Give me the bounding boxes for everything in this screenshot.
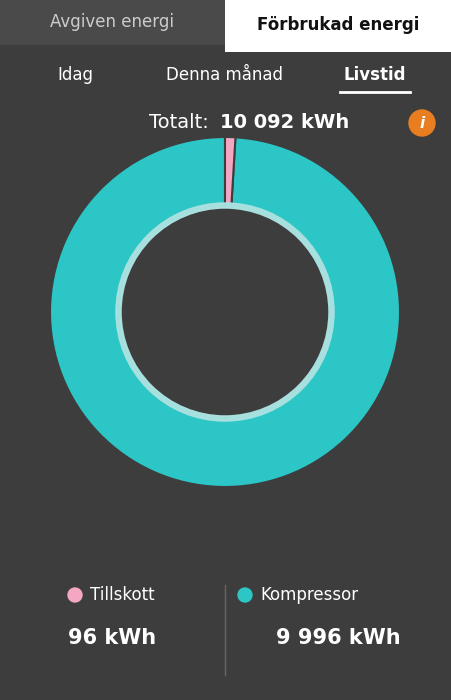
Text: Avgiven energi: Avgiven energi <box>50 13 174 31</box>
FancyBboxPatch shape <box>0 0 225 45</box>
Text: Livstid: Livstid <box>344 66 406 84</box>
FancyBboxPatch shape <box>225 0 451 52</box>
Circle shape <box>238 588 252 602</box>
Text: Kompressor: Kompressor <box>260 586 358 604</box>
Text: i: i <box>419 116 425 130</box>
Text: 96 kWh: 96 kWh <box>68 628 156 648</box>
Text: Idag: Idag <box>57 66 93 84</box>
Circle shape <box>409 110 435 136</box>
Text: Denna månad: Denna månad <box>166 66 284 84</box>
Wedge shape <box>225 137 235 207</box>
Text: Förbrukad energi: Förbrukad energi <box>257 16 419 34</box>
Text: 9 996 kWh: 9 996 kWh <box>276 628 400 648</box>
Text: 99 %: 99 % <box>197 372 253 392</box>
Circle shape <box>68 588 82 602</box>
Text: Totalt:: Totalt: <box>149 113 215 132</box>
Circle shape <box>120 207 330 417</box>
Text: 10 092 kWh: 10 092 kWh <box>220 113 349 132</box>
Text: Tillskott: Tillskott <box>90 586 155 604</box>
Wedge shape <box>50 137 400 487</box>
